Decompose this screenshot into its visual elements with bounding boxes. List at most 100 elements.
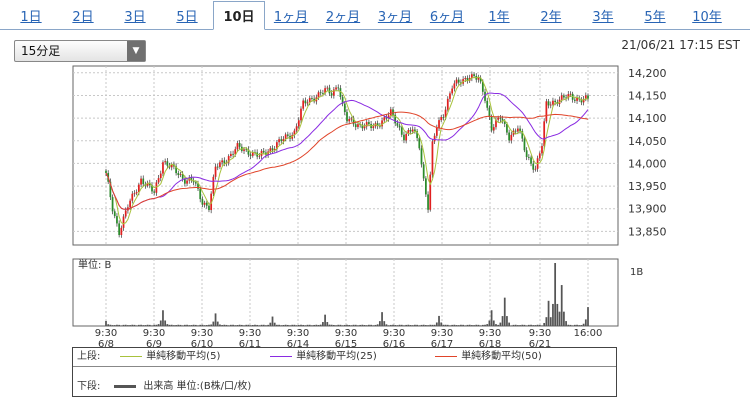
volume-bar xyxy=(276,324,278,326)
candle-body xyxy=(359,124,362,125)
volume-bar xyxy=(473,325,475,326)
candle-body xyxy=(238,143,241,147)
volume-bar xyxy=(365,325,368,326)
candle-body xyxy=(525,150,528,158)
volume-bar xyxy=(225,324,228,326)
volume-bar xyxy=(181,325,184,326)
candle-body xyxy=(420,148,423,165)
candle-body xyxy=(343,103,346,113)
volume-bar xyxy=(352,324,355,326)
candle-body xyxy=(543,121,546,147)
volume-bar xyxy=(328,324,331,326)
candle-body xyxy=(247,149,250,155)
x-tick-time: 9:30 xyxy=(529,328,551,339)
x-tick-time: 9:30 xyxy=(431,328,453,339)
tab-11[interactable]: 3年 xyxy=(592,10,614,25)
tab-0[interactable]: 1日 xyxy=(20,10,42,25)
candle-body xyxy=(137,184,140,193)
volume-bar xyxy=(350,325,353,326)
volume-bar xyxy=(383,321,386,326)
candle-body xyxy=(234,149,237,155)
volume-bar xyxy=(460,324,462,326)
legend-label: 単純移動平均(25) xyxy=(296,351,377,362)
candle-body xyxy=(199,188,202,200)
x-tick-date: 6/17 xyxy=(431,339,453,350)
x-tick-time: 9:30 xyxy=(95,328,117,339)
volume-bar xyxy=(315,324,318,326)
candle-body xyxy=(464,77,467,80)
tab-13[interactable]: 10年 xyxy=(692,10,722,25)
candle-body xyxy=(449,93,451,99)
legend-swatch xyxy=(270,355,293,357)
volume-bar xyxy=(168,324,171,326)
candle-body xyxy=(203,202,206,205)
y-tick-label: 14,150 xyxy=(628,89,667,102)
candle-body xyxy=(166,161,169,166)
tab-9[interactable]: 1年 xyxy=(488,10,510,25)
volume-bar xyxy=(543,322,546,326)
candle-body xyxy=(276,142,278,150)
interval-select[interactable]: 15分足 ▼ xyxy=(14,40,146,62)
volume-bar xyxy=(431,324,434,326)
volume-bar xyxy=(330,324,333,326)
volume-bar xyxy=(363,325,366,326)
volume-bar xyxy=(295,325,298,326)
volume-bar xyxy=(284,324,287,326)
candle-body xyxy=(565,97,567,99)
tab-12[interactable]: 5年 xyxy=(644,10,666,25)
candle-body xyxy=(501,118,504,122)
candle-body xyxy=(554,100,557,103)
candle-body xyxy=(414,129,416,132)
tab-7[interactable]: 3ヶ月 xyxy=(377,10,413,25)
candle-body xyxy=(208,205,210,211)
volume-bar xyxy=(186,324,188,326)
volume-bar xyxy=(124,324,127,326)
candle-body xyxy=(304,100,307,104)
tab-10[interactable]: 2年 xyxy=(540,10,562,25)
x-tick-time: 9:30 xyxy=(479,328,501,339)
candle-body xyxy=(552,100,554,105)
volume-bar xyxy=(127,325,129,326)
moving-average-line xyxy=(105,92,589,210)
candle-body xyxy=(280,139,283,142)
candle-body xyxy=(534,168,537,170)
volume-bar xyxy=(317,324,320,326)
volume-bar xyxy=(374,324,377,326)
legend: 上段: 単純移動平均(5) 単純移動平均(25) 単純移動平均(50) 下段: 出来… xyxy=(72,347,617,397)
candle-body xyxy=(330,93,333,96)
legend-lower-label: 下段: xyxy=(77,381,101,392)
tab-2[interactable]: 3日 xyxy=(124,10,146,25)
volume-bar xyxy=(497,324,500,326)
volume-bar xyxy=(370,324,372,326)
tab-4[interactable]: 10日 xyxy=(213,1,265,30)
candle-body xyxy=(563,95,565,98)
candle-body xyxy=(527,157,530,158)
volume-bar xyxy=(133,324,136,326)
tab-8[interactable]: 6ヶ月 xyxy=(429,10,465,25)
x-tick-date: 6/11 xyxy=(239,339,261,350)
candle-body xyxy=(352,118,355,125)
tab-5[interactable]: 1ヶ月 xyxy=(273,10,309,25)
volume-bar xyxy=(503,297,506,326)
volume-bar xyxy=(394,325,397,326)
candle-body xyxy=(111,197,114,212)
volume-bar xyxy=(523,324,526,326)
volume-bar xyxy=(587,307,589,326)
candle-body xyxy=(162,162,164,174)
tab-1[interactable]: 2日 xyxy=(72,10,94,25)
candle-body xyxy=(197,183,199,189)
dropdown-arrow-icon[interactable]: ▼ xyxy=(127,41,145,61)
tab-6[interactable]: 2ヶ月 xyxy=(325,10,361,25)
volume-bar xyxy=(203,325,206,326)
volume-bar xyxy=(424,325,427,326)
volume-bar xyxy=(223,324,226,326)
volume-bar xyxy=(144,325,147,326)
candle-body xyxy=(319,92,322,94)
candle-body xyxy=(219,162,221,168)
candle-body xyxy=(190,177,193,181)
legend-volume-swatch xyxy=(114,384,137,388)
tab-3[interactable]: 5日 xyxy=(176,10,198,25)
volume-bar xyxy=(530,324,532,326)
legend-swatch xyxy=(435,355,458,357)
interval-select-value: 15分足 xyxy=(21,44,61,58)
